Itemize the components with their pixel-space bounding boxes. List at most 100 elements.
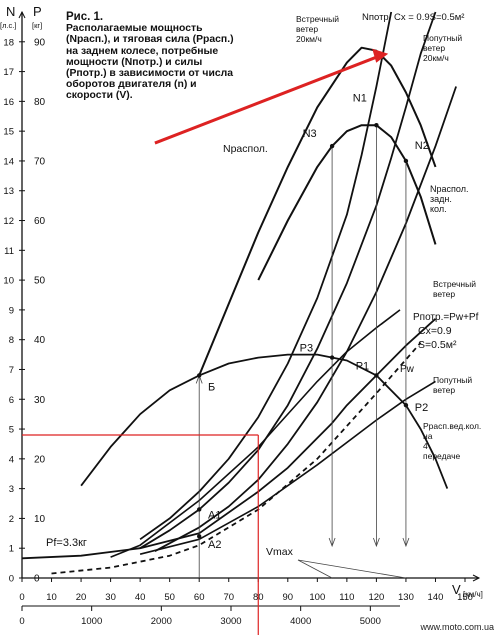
figure-caption: Рис. 1. Располагаемые мощность (Nрасп.),…	[66, 11, 238, 102]
x-rpm-tick-label: 2000	[151, 616, 172, 627]
y-power-tick-label: 0	[9, 574, 14, 585]
point-label-n3: N3	[303, 128, 317, 140]
label-headwind-right-line2: ветер	[433, 289, 455, 299]
y-power-tick-label: 13	[3, 186, 14, 197]
x-speed-tick-label: 120	[368, 592, 384, 603]
x-rpm-tick-label: 5000	[360, 616, 381, 627]
y-axis-arrow	[18, 10, 26, 19]
y-power-tick-label: 17	[3, 67, 14, 78]
y-force-tick-label: 80	[34, 97, 46, 108]
y-power-tick-label: 6	[9, 395, 14, 406]
y-power-tick-label: 12	[3, 216, 14, 227]
y-force-tick-label: 90	[34, 37, 46, 48]
label-headwind-top: Встречный	[296, 14, 339, 24]
label-tailwind-top-line3: 20км/ч	[423, 53, 449, 63]
y-force-tick-label: 30	[34, 395, 46, 406]
point-label-a1: A1	[208, 509, 221, 521]
point-label-б: Б	[208, 381, 215, 393]
point-marker-б	[197, 373, 202, 378]
x-speed-axis-label: V	[452, 582, 461, 597]
y-force-tick-label: 20	[34, 454, 46, 465]
point-label-n2: N2	[415, 140, 429, 152]
y-power-tick-label: 9	[9, 305, 14, 316]
axes-frame: N [л.с.] P [кг] V [км/ч]	[0, 4, 483, 599]
label-n-avail-rear-line2: задн.	[430, 194, 452, 204]
y-power-tick-label: 8	[9, 335, 14, 346]
drop-lines	[22, 48, 410, 635]
x-speed-tick-label: 100	[309, 592, 325, 603]
point-label-p3: P3	[300, 343, 313, 355]
y-power-axis-label: N	[6, 4, 15, 19]
series-n-req-tail	[154, 86, 457, 552]
point-marker-p3	[329, 355, 335, 360]
y-power-tick-label: 7	[9, 365, 14, 376]
x-speed-tick-label: 50	[164, 592, 175, 603]
x-speed-tick-label: 60	[194, 592, 205, 603]
label-pw: Pw	[400, 364, 415, 375]
y-force-tick-label: 50	[34, 276, 46, 287]
label-n-avail: Nраспол.	[223, 143, 268, 155]
x-speed-tick-label: 150	[457, 592, 473, 603]
drop-line-120-arrowhead	[373, 537, 380, 548]
point-marker-n1	[374, 123, 379, 128]
point-label-a2: A2	[208, 539, 221, 551]
point-marker-p2	[403, 403, 409, 408]
y-force-tick-label: 40	[34, 335, 46, 346]
y-force-axis-label: P	[33, 4, 42, 19]
y-force-tick-label: 70	[34, 156, 46, 167]
label-tailwind-top: Попутный	[423, 33, 462, 43]
point-marker-a2	[197, 534, 202, 539]
label-pf: Pf=3.3кг	[46, 537, 87, 549]
point-label-n1: N1	[353, 92, 367, 104]
x-rpm-tick-label: 4000	[290, 616, 311, 627]
x-speed-tick-label: 30	[105, 592, 116, 603]
y-power-tick-label: 2	[9, 514, 14, 525]
label-s: S=0.5м²	[418, 339, 457, 351]
y-power-tick-label: 5	[9, 425, 14, 436]
series-p-head	[110, 309, 401, 558]
x-speed-tick-label: 20	[76, 592, 87, 603]
label-tailwind-right-line2: ветер	[433, 385, 455, 395]
label-p-avail-line2: на	[423, 431, 433, 441]
label-headwind-top-line3: 20км/ч	[296, 34, 322, 44]
series-p-avail	[80, 353, 449, 489]
point-marker-n2	[403, 158, 409, 164]
x-speed-tick-label: 140	[428, 592, 444, 603]
label-p-req: Pпотр.=Pw+Pf	[413, 312, 479, 323]
label-headwind-right: Встречный	[433, 279, 476, 289]
point-marker-n3	[329, 143, 335, 149]
vmax-pointer-1	[297, 559, 406, 579]
label-p-avail-line3: 4	[423, 441, 428, 451]
x-speed-tick-label: 10	[46, 592, 57, 603]
label-p-avail-line4: передаче	[423, 451, 461, 461]
vmax-pointer-2	[297, 559, 333, 579]
curves	[21, 11, 457, 575]
x-speed-tick-label: 110	[339, 592, 354, 603]
series-n-avail	[198, 46, 437, 376]
series-pw	[51, 342, 422, 575]
y-force-tick-label: 10	[34, 514, 46, 525]
x-speed-axis-unit: [км/ч]	[463, 590, 483, 599]
point-marker-a1	[197, 507, 202, 512]
red-annotation-arrowhead	[372, 48, 389, 63]
drop-line-130-arrowhead	[402, 537, 410, 548]
red-annotation-arrow	[154, 54, 381, 145]
label-tailwind-right: Попутный	[433, 375, 472, 385]
caption-title: Рис. 1.	[66, 11, 104, 23]
y-force-tick-label: 60	[34, 216, 46, 227]
label-vmax: Vmax	[266, 546, 294, 558]
y-force-tick-label: 0	[34, 574, 40, 585]
x-speed-tick-label: 70	[223, 592, 234, 603]
caption-body: Располагаемые мощность (Nрасп.), и тягов…	[66, 23, 234, 102]
y-power-tick-label: 3	[9, 484, 14, 495]
label-n-avail-rear: Nраспол.	[430, 184, 468, 194]
point-label-p1: P1	[356, 360, 369, 372]
point-labels: N1 N2 N3 P1 P2 P3 A1 A2 Б	[197, 92, 429, 551]
label-n-avail-rear-line3: кол.	[430, 204, 447, 214]
series-n-avail-rear	[257, 124, 437, 281]
label-cx: Cx=0.9	[418, 325, 452, 337]
x-rpm-tick-label: 3000	[220, 616, 241, 627]
y-power-tick-label: 11	[4, 246, 14, 257]
label-headwind-top-line2: ветер	[296, 24, 318, 34]
